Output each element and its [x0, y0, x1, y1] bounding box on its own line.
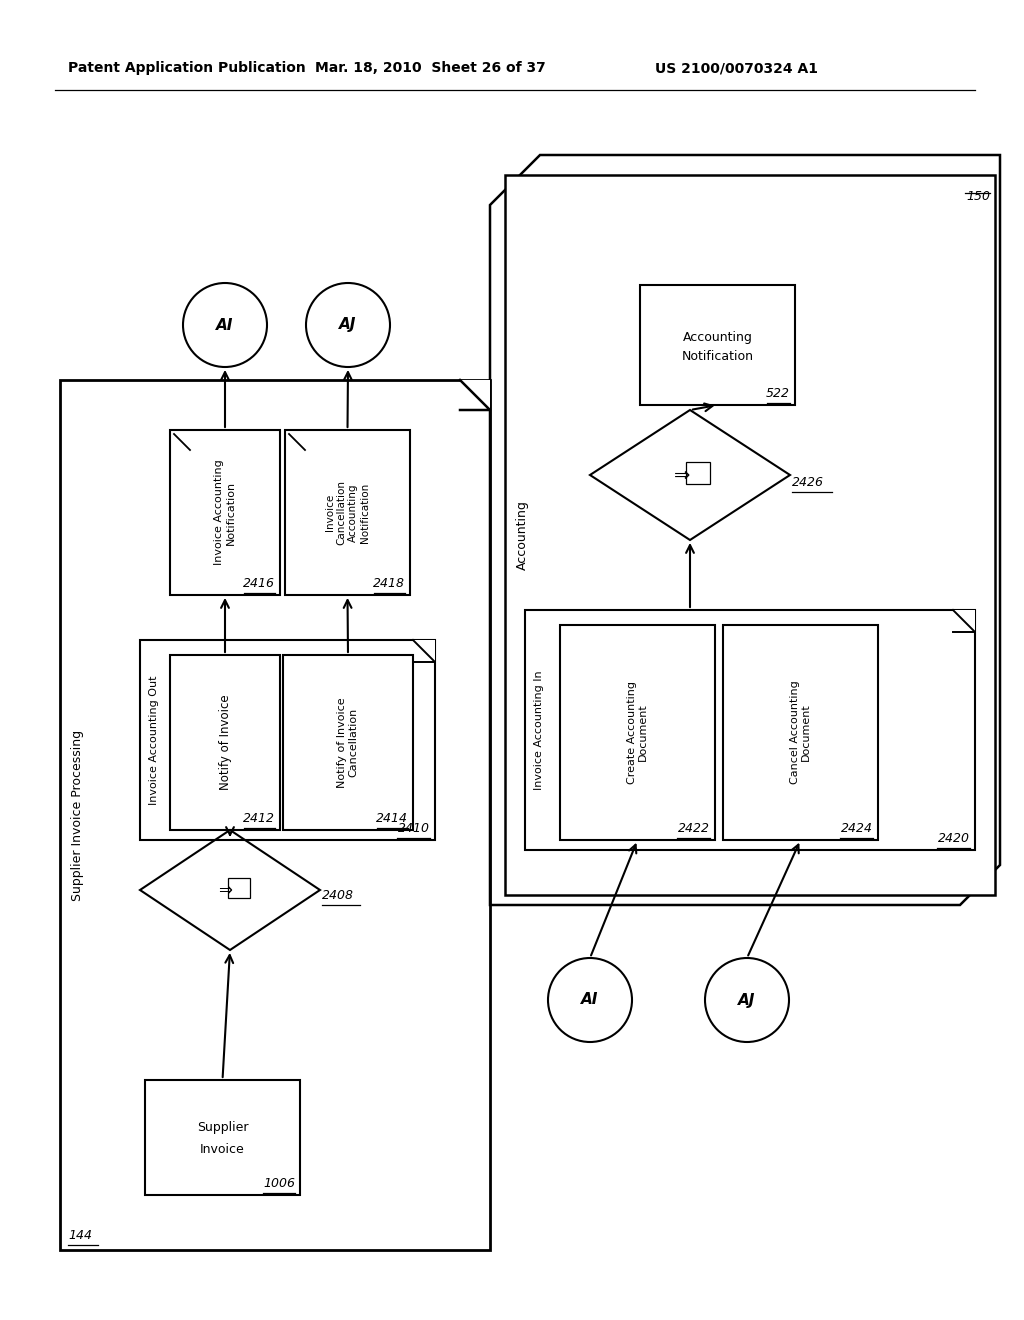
Text: 2410: 2410	[398, 822, 430, 836]
Bar	[505, 176, 995, 895]
Text: Invoice: Invoice	[200, 1143, 245, 1156]
Text: 2418: 2418	[373, 577, 406, 590]
Bar	[145, 1080, 300, 1195]
Text: ⇒: ⇒	[218, 880, 232, 899]
Text: 2416: 2416	[243, 577, 275, 590]
Text: US 2100/0070324 A1: US 2100/0070324 A1	[655, 61, 818, 75]
Text: Patent Application Publication: Patent Application Publication	[68, 61, 306, 75]
Text: 2422: 2422	[678, 822, 710, 836]
Bar	[170, 430, 280, 595]
Text: Invoice
Cancellation
Accounting
Notification: Invoice Cancellation Accounting Notifica…	[325, 480, 370, 545]
Bar	[60, 380, 490, 1250]
Text: Invoice Accounting
Notification: Invoice Accounting Notification	[214, 459, 236, 565]
Bar	[560, 624, 715, 840]
Text: AI: AI	[216, 318, 233, 333]
Text: Mar. 18, 2010  Sheet 26 of 37: Mar. 18, 2010 Sheet 26 of 37	[314, 61, 546, 75]
Text: Create Accounting
Document: Create Accounting Document	[627, 681, 648, 784]
Text: 150: 150	[966, 190, 990, 203]
Text: Cancel Accounting
Document: Cancel Accounting Document	[790, 681, 811, 784]
Bar	[140, 640, 435, 840]
Text: 522: 522	[766, 387, 790, 400]
Text: 2412: 2412	[243, 812, 275, 825]
Bar	[228, 878, 250, 898]
Text: AJ: AJ	[339, 318, 356, 333]
Bar	[285, 430, 410, 595]
Text: Notify of Invoice
Cancellation: Notify of Invoice Cancellation	[337, 697, 358, 788]
Text: 1006: 1006	[263, 1177, 295, 1191]
Bar	[170, 655, 280, 830]
Text: FIG. 24: FIG. 24	[825, 861, 914, 880]
Text: Invoice Accounting Out: Invoice Accounting Out	[150, 676, 159, 805]
Text: 2426: 2426	[792, 477, 824, 488]
Text: 2424: 2424	[841, 822, 873, 836]
Text: 144: 144	[68, 1229, 92, 1242]
Text: Notification: Notification	[682, 351, 754, 363]
Text: AJ: AJ	[738, 993, 756, 1007]
Polygon shape	[460, 380, 490, 411]
Polygon shape	[413, 640, 435, 663]
Text: Accounting: Accounting	[515, 500, 528, 570]
Bar	[686, 462, 710, 484]
Text: 2420: 2420	[938, 832, 970, 845]
Text: Supplier Invoice Processing: Supplier Invoice Processing	[71, 730, 84, 900]
Bar	[525, 610, 975, 850]
Polygon shape	[953, 610, 975, 632]
Text: 2408: 2408	[322, 888, 354, 902]
Bar	[640, 285, 795, 405]
Text: Notify of Invoice: Notify of Invoice	[218, 694, 231, 791]
Text: Invoice Accounting In: Invoice Accounting In	[534, 671, 544, 789]
Bar	[283, 655, 413, 830]
Text: AI: AI	[582, 993, 599, 1007]
Bar	[723, 624, 878, 840]
Text: ⇒: ⇒	[674, 466, 690, 484]
Text: 2414: 2414	[376, 812, 408, 825]
Text: Supplier: Supplier	[197, 1121, 248, 1134]
Text: Accounting: Accounting	[683, 330, 753, 343]
